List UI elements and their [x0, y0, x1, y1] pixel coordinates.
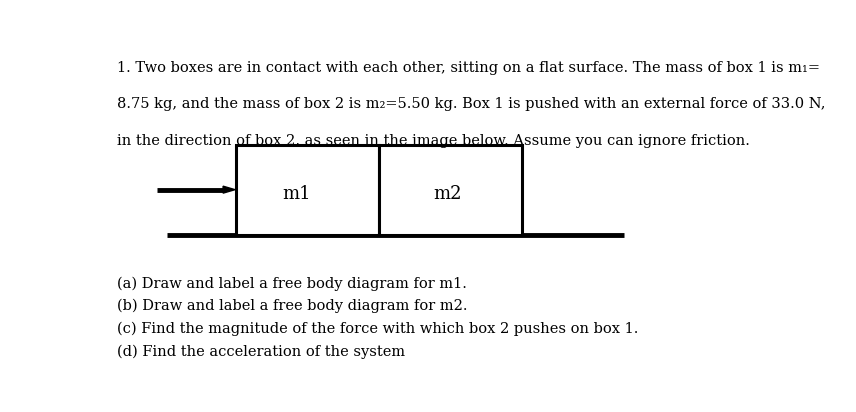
Text: 1. Two boxes are in contact with each other, sitting on a flat surface. The mass: 1. Two boxes are in contact with each ot… [117, 61, 820, 75]
Text: (c) Find the magnitude of the force with which box 2 pushes on box 1.: (c) Find the magnitude of the force with… [117, 322, 639, 336]
Text: (b) Draw and label a free body diagram for m2.: (b) Draw and label a free body diagram f… [117, 299, 467, 314]
Text: 8.75 kg, and the mass of box 2 is m₂=5.50 kg. Box 1 is pushed with an external f: 8.75 kg, and the mass of box 2 is m₂=5.5… [117, 97, 825, 111]
Text: m1: m1 [282, 185, 311, 204]
Polygon shape [223, 186, 235, 193]
Bar [379, 145, 521, 235]
Text: (a) Draw and label a free body diagram for m1.: (a) Draw and label a free body diagram f… [117, 276, 467, 290]
Bar [236, 145, 379, 235]
Text: (d) Find the acceleration of the system: (d) Find the acceleration of the system [117, 345, 405, 359]
Text: in the direction of box 2, as seen in the image below. Assume you can ignore fri: in the direction of box 2, as seen in th… [117, 133, 750, 147]
Text: m2: m2 [433, 185, 461, 204]
